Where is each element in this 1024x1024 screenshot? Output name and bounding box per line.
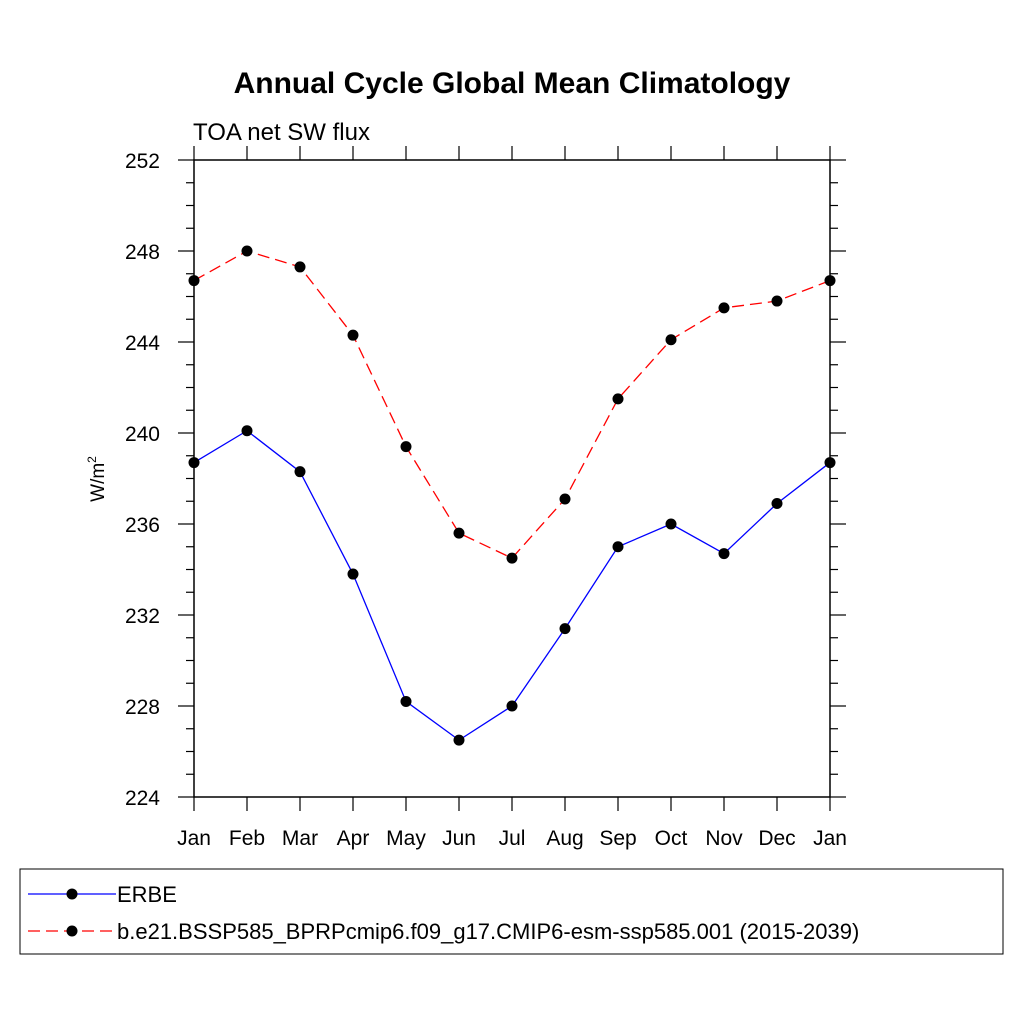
series-2-point [559,493,571,505]
y-tick-label: 244 [125,332,160,355]
series-1-point [188,457,200,469]
series-2-point [294,261,306,273]
series-line-2 [193,250,831,559]
series-2-point [400,441,412,453]
series-2-point [824,275,836,287]
series-1-point [453,734,465,746]
chart-title: Annual Cycle Global Mean Climatology [234,67,791,100]
y-tick-label: 252 [125,150,160,173]
series-2-point [771,295,783,307]
x-tick-label: Feb [229,827,265,850]
legend-label-1: ERBE [117,882,177,907]
legend: ERBE b.e21.BSSP585_BPRPcmip6.f09_g17.CMIP… [19,868,1004,955]
y-tick-label: 224 [125,787,160,810]
legend-marker-2 [66,925,78,937]
x-tick-label: Nov [705,827,743,850]
series-layer [188,245,836,746]
y-tick-label: 240 [125,423,160,446]
x-tick-label: Aug [546,827,583,850]
x-tick-label: Sep [599,827,636,850]
series-1-point [771,498,783,510]
x-tick-label: Mar [282,827,318,850]
series-1-point [294,466,306,478]
series-1-point [824,457,836,469]
series-2-point [241,245,253,257]
series-1-point [347,568,359,580]
y-axis-label: W/m2 [85,456,109,502]
series-2-point [718,302,730,314]
series-line-1 [193,429,831,741]
x-tick-label: Jul [499,827,526,850]
series-2-point [665,334,677,346]
series-2-point [612,393,624,405]
x-tick-label: Jun [442,827,476,850]
x-tick-label: Jan [813,827,847,850]
y-tick-label: 232 [125,605,160,628]
y-tick-label: 236 [125,514,160,537]
y-tick-label: 248 [125,241,160,264]
series-1-point [506,700,518,712]
series-1-point [665,518,677,530]
x-tick-label: Dec [758,827,795,850]
legend-label-2: b.e21.BSSP585_BPRPcmip6.f09_g17.CMIP6-es… [117,919,859,944]
x-tick-label: May [386,827,426,850]
axes: 224 228 232 236 240 244 248 252 Jan Feb Mar Apr May J… [125,146,847,850]
y-axis-label-superscript: 2 [85,456,99,463]
series-2-point [188,275,200,287]
x-tick-label: Jan [177,827,211,850]
series-1-point [241,425,253,437]
series-2-point [453,527,465,539]
x-tick-label: Apr [337,827,370,850]
legend-marker-1 [66,888,78,900]
series-2-point [347,329,359,341]
chart-subtitle: TOA net SW flux [193,119,370,146]
legend-box [19,868,1004,955]
series-1-point [612,541,624,553]
y-tick-label: 228 [125,696,160,719]
x-tick-label: Oct [655,827,688,850]
series-1-point [718,548,730,560]
series-1-point [400,695,412,707]
series-2-point [506,552,518,564]
series-1-point [559,623,571,635]
